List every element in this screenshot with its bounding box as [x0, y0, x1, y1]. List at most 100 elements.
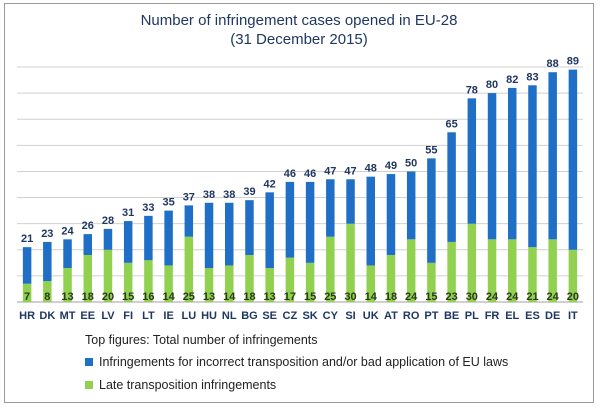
- total-label: 39: [243, 186, 255, 198]
- category-label: HR: [19, 310, 35, 322]
- category-label: IE: [163, 310, 173, 322]
- category-label: LU: [181, 310, 196, 322]
- bar-late-transposition: [265, 268, 274, 302]
- category-label: HU: [201, 310, 217, 322]
- legend-item-late-transposition: Late transposition infringements: [85, 373, 508, 396]
- late-value-label: 24: [405, 291, 418, 303]
- legend-swatch-blue: [85, 357, 93, 366]
- category-label: SE: [262, 310, 277, 322]
- late-value-label: 18: [385, 291, 397, 303]
- bar-late-transposition: [406, 239, 416, 302]
- total-label: 65: [445, 118, 457, 130]
- category-label: DK: [39, 310, 55, 322]
- bar-incorrect-transposition: [204, 202, 214, 269]
- total-label: 78: [466, 84, 478, 96]
- total-label: 46: [304, 168, 316, 180]
- bar-incorrect-transposition: [447, 132, 456, 242]
- bar-late-transposition: [326, 236, 335, 302]
- category-label: CZ: [283, 310, 298, 322]
- bar-late-transposition: [447, 241, 456, 302]
- late-value-label: 21: [526, 291, 538, 303]
- chart-title: Number of infringement cases opened in E…: [5, 11, 593, 49]
- category-label: NL: [222, 310, 237, 322]
- legend: Top figures: Total number of infringemen…: [85, 330, 508, 396]
- bar-late-transposition: [305, 262, 315, 302]
- late-value-label: 15: [304, 291, 316, 303]
- category-label: EL: [505, 310, 519, 322]
- bar-late-transposition: [487, 239, 497, 302]
- late-value-label: 20: [567, 291, 579, 303]
- late-value-label: 13: [264, 291, 276, 303]
- total-label: 28: [102, 215, 114, 227]
- total-label: 35: [162, 197, 174, 209]
- late-value-label: 13: [61, 291, 73, 303]
- total-label: 42: [264, 178, 276, 190]
- late-value-label: 24: [506, 291, 519, 303]
- bar-late-transposition: [164, 265, 173, 302]
- bar-incorrect-transposition: [123, 221, 133, 263]
- bar-incorrect-transposition: [406, 171, 416, 240]
- total-label: 82: [506, 74, 518, 86]
- total-label: 80: [486, 79, 498, 91]
- category-label: LV: [101, 310, 115, 322]
- bar-late-transposition: [467, 223, 477, 302]
- late-value-label: 30: [466, 291, 478, 303]
- chart-title-line: Number of infringement cases opened in E…: [140, 12, 458, 29]
- bar-late-transposition: [568, 249, 578, 302]
- chart-subtitle: (31 December 2015): [230, 31, 368, 48]
- category-label: DE: [545, 310, 560, 322]
- category-label: CY: [323, 310, 339, 322]
- legend-label-late-transposition: Late transposition infringements: [99, 377, 277, 392]
- bar-incorrect-transposition: [245, 200, 254, 255]
- late-value-label: 17: [284, 291, 296, 303]
- total-label: 33: [142, 202, 154, 214]
- bar-late-transposition: [528, 247, 537, 302]
- bar-incorrect-transposition: [22, 247, 32, 284]
- total-label: 47: [344, 165, 356, 177]
- category-label: PL: [465, 310, 479, 322]
- bar-incorrect-transposition: [184, 205, 194, 237]
- bar-late-transposition: [245, 255, 254, 302]
- bar-late-transposition: [427, 262, 436, 302]
- bar-incorrect-transposition: [467, 98, 477, 224]
- bar-incorrect-transposition: [285, 181, 295, 258]
- bar-incorrect-transposition: [305, 181, 315, 263]
- late-value-label: 14: [223, 291, 236, 303]
- bar-incorrect-transposition: [528, 85, 537, 248]
- total-label: 89: [567, 56, 579, 68]
- bar-late-transposition: [225, 265, 234, 302]
- category-label: FI: [123, 310, 133, 322]
- late-value-label: 14: [162, 291, 175, 303]
- total-label: 49: [385, 160, 397, 172]
- total-label: 88: [547, 58, 559, 70]
- late-value-label: 18: [243, 291, 255, 303]
- category-label: PT: [424, 310, 438, 322]
- late-value-label: 14: [365, 291, 378, 303]
- category-label: ES: [525, 310, 540, 322]
- bar-late-transposition: [285, 257, 295, 302]
- category-label: SI: [345, 310, 355, 322]
- late-value-label: 25: [324, 291, 336, 303]
- total-label: 38: [223, 189, 235, 201]
- category-label: SK: [302, 310, 317, 322]
- bar-late-transposition: [346, 223, 355, 302]
- total-label: 31: [122, 207, 134, 219]
- total-label: 50: [405, 157, 417, 169]
- bar-incorrect-transposition: [43, 241, 52, 282]
- category-label: LT: [142, 310, 155, 322]
- bar-late-transposition: [83, 255, 92, 302]
- total-label: 83: [526, 71, 538, 83]
- bar-incorrect-transposition: [548, 72, 557, 240]
- late-value-label: 15: [425, 291, 437, 303]
- bar-late-transposition: [63, 268, 72, 302]
- total-label: 55: [425, 144, 437, 156]
- category-label: MT: [60, 310, 76, 322]
- total-label: 37: [183, 191, 195, 203]
- total-label: 47: [324, 165, 336, 177]
- chart-frame: Number of infringement cases opened in E…: [4, 3, 594, 403]
- total-label: 48: [365, 163, 377, 175]
- bar-late-transposition: [123, 262, 133, 302]
- bar-incorrect-transposition: [225, 202, 234, 266]
- bar-incorrect-transposition: [144, 215, 153, 261]
- late-value-label: 15: [122, 291, 134, 303]
